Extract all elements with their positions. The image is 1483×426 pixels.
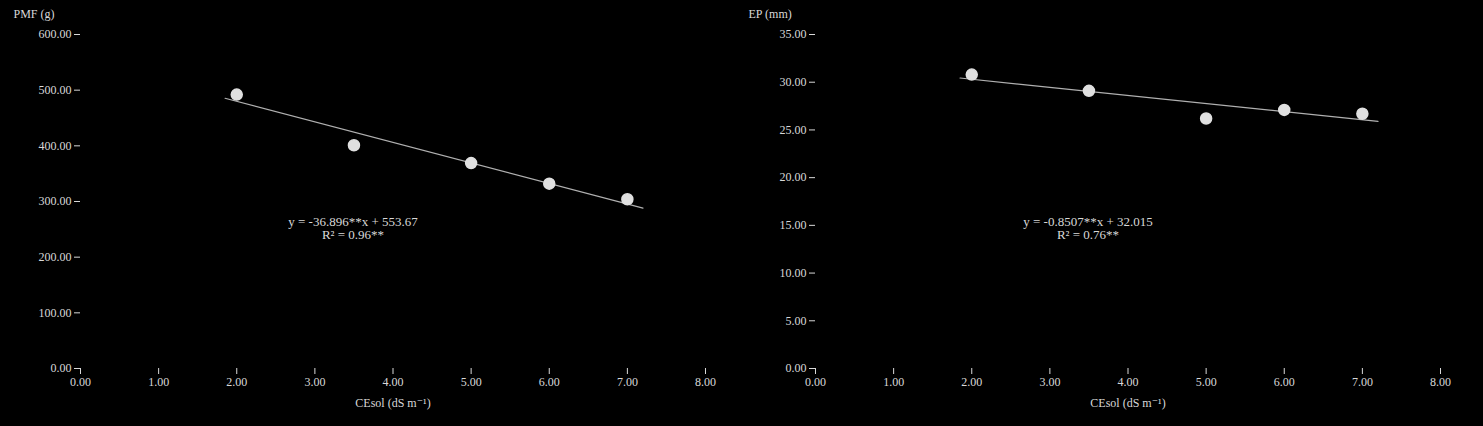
svg-text:3.00: 3.00 bbox=[1039, 375, 1060, 389]
svg-text:30.00: 30.00 bbox=[780, 75, 807, 89]
svg-text:25.00: 25.00 bbox=[780, 123, 807, 137]
svg-text:4.00: 4.00 bbox=[383, 375, 404, 389]
svg-text:500.00: 500.00 bbox=[39, 83, 72, 97]
svg-text:100.00: 100.00 bbox=[39, 306, 72, 320]
svg-text:3.00: 3.00 bbox=[304, 375, 325, 389]
svg-text:y = -0.8507**x + 32.015R² = 0.: y = -0.8507**x + 32.015R² = 0.76** bbox=[1023, 214, 1153, 242]
svg-text:15.00: 15.00 bbox=[780, 218, 807, 232]
svg-text:CEsol (dS m⁻¹): CEsol (dS m⁻¹) bbox=[355, 396, 430, 410]
svg-text:2.00: 2.00 bbox=[226, 375, 247, 389]
svg-text:PMF (g): PMF (g) bbox=[14, 7, 55, 21]
svg-text:EP (mm): EP (mm) bbox=[749, 7, 792, 21]
svg-text:0.00: 0.00 bbox=[51, 361, 72, 375]
svg-text:5.00: 5.00 bbox=[461, 375, 482, 389]
svg-text:0.00: 0.00 bbox=[70, 375, 91, 389]
svg-text:7.00: 7.00 bbox=[617, 375, 638, 389]
svg-text:200.00: 200.00 bbox=[39, 250, 72, 264]
svg-text:1.00: 1.00 bbox=[883, 375, 904, 389]
svg-text:35.00: 35.00 bbox=[780, 27, 807, 41]
svg-text:20.00: 20.00 bbox=[780, 170, 807, 184]
svg-text:4.00: 4.00 bbox=[1118, 375, 1139, 389]
svg-text:400.00: 400.00 bbox=[39, 139, 72, 153]
svg-text:8.00: 8.00 bbox=[695, 375, 716, 389]
svg-text:300.00: 300.00 bbox=[39, 194, 72, 208]
svg-text:2.00: 2.00 bbox=[961, 375, 982, 389]
svg-text:10.00: 10.00 bbox=[780, 266, 807, 280]
svg-text:0.00: 0.00 bbox=[805, 375, 826, 389]
svg-text:5.00: 5.00 bbox=[786, 314, 807, 328]
svg-text:6.00: 6.00 bbox=[539, 375, 560, 389]
svg-text:0.00: 0.00 bbox=[786, 361, 807, 375]
svg-text:8.00: 8.00 bbox=[1430, 375, 1451, 389]
svg-text:6.00: 6.00 bbox=[1274, 375, 1295, 389]
svg-text:600.00: 600.00 bbox=[39, 27, 72, 41]
svg-text:1.00: 1.00 bbox=[148, 375, 169, 389]
svg-text:y = -36.896**x + 553.67R² = 0.: y = -36.896**x + 553.67R² = 0.96** bbox=[288, 214, 418, 242]
svg-text:5.00: 5.00 bbox=[1196, 375, 1217, 389]
svg-text:7.00: 7.00 bbox=[1352, 375, 1373, 389]
svg-text:CEsol (dS m⁻¹): CEsol (dS m⁻¹) bbox=[1090, 396, 1165, 410]
